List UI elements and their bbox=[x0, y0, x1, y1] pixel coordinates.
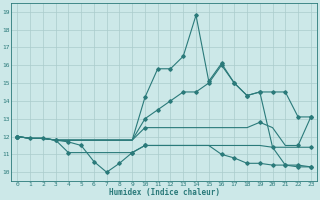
X-axis label: Humidex (Indice chaleur): Humidex (Indice chaleur) bbox=[108, 188, 220, 197]
